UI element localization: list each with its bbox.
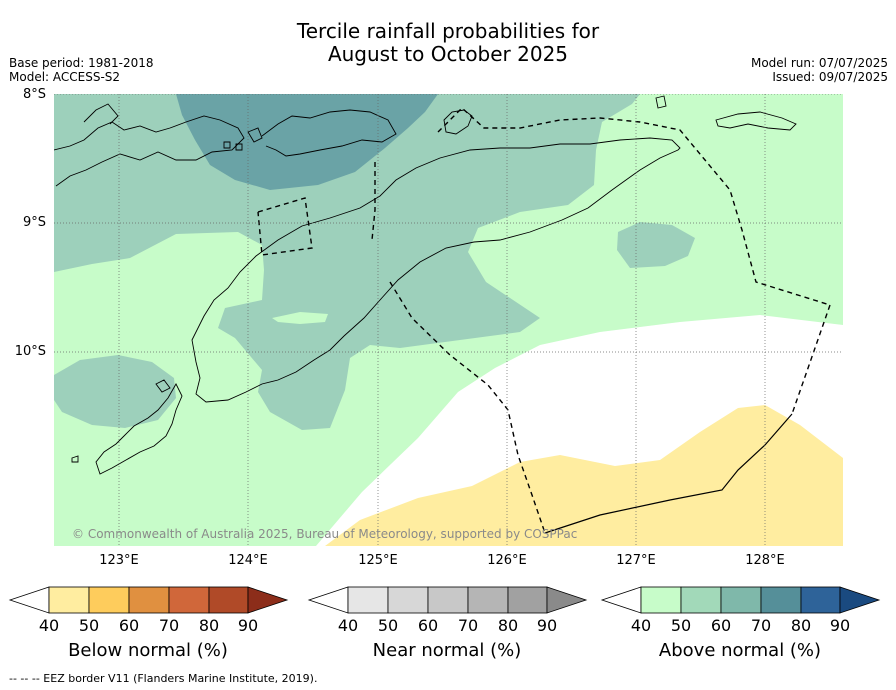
coast-alor-west (247, 127, 263, 143)
coast-alor (261, 109, 397, 157)
eez-east-south (791, 304, 831, 415)
cb-near-tick-90: 90 (536, 616, 558, 635)
lon-label-128e: 128°E (745, 553, 785, 568)
base-period: Base period: 1981-2018 (9, 56, 154, 70)
lon-label-127e: 127°E (616, 553, 656, 568)
coast-flores-north (83, 103, 119, 125)
colorbar-below (8, 586, 289, 614)
cb-above-tick-90: 90 (829, 616, 851, 635)
cb-near-tick-40: 40 (337, 616, 359, 635)
lon-label-125e: 125°E (358, 553, 398, 568)
model-name: Model: ACCESS-S2 (9, 70, 121, 84)
coast-islet-2 (235, 143, 243, 151)
eez-legend-note: -- -- -- EEZ border V11 (Flanders Marine… (9, 672, 318, 685)
title-line-2: August to October 2025 (327, 42, 569, 66)
coastlines (54, 95, 797, 475)
lat-label-10s: 10°S (14, 344, 46, 359)
coast-north-islands (655, 95, 797, 131)
eez-wetar-north (437, 107, 831, 306)
zone-above-60-70 (176, 94, 438, 190)
map-area (54, 94, 843, 546)
cb-above-tick-60: 60 (710, 616, 732, 635)
model-run: Model run: 07/07/2025 (750, 56, 888, 70)
colorbar-near-label: Near normal (%) (372, 640, 522, 661)
cb-above-tick-50: 50 (670, 616, 692, 635)
cb-near-tick-80: 80 (497, 616, 519, 635)
eez-oecusse (371, 162, 376, 241)
lat-label-9s: 9°S (22, 215, 46, 230)
zone-above-50-60-east (617, 222, 695, 268)
eez-timor-west (257, 197, 313, 256)
cb-below-tick-50: 50 (78, 616, 100, 635)
copyright-notice: © Commonwealth of Australia 2025, Bureau… (72, 527, 578, 541)
cb-below-tick-60: 60 (118, 616, 140, 635)
cb-near-tick-70: 70 (457, 616, 479, 635)
coast-sumba (95, 383, 183, 475)
lat-label-8s: 8°S (22, 87, 46, 102)
cb-below-tick-80: 80 (198, 616, 220, 635)
cb-below-tick-90: 90 (237, 616, 259, 635)
cb-above-tick-80: 80 (790, 616, 812, 635)
cb-below-tick-70: 70 (158, 616, 180, 635)
issued-date: Issued: 09/07/2025 (772, 70, 888, 84)
coast-timor (191, 137, 681, 403)
cb-above-tick-40: 40 (630, 616, 652, 635)
zone-above-50-60-north (54, 94, 640, 430)
colorbar-above (600, 586, 881, 614)
meta-left: Base period: 1981-2018 Model: ACCESS-S2 (9, 56, 154, 84)
colorbar-near (307, 586, 588, 614)
lon-label-124e: 124°E (228, 553, 268, 568)
colorbar-below-label: Below normal (%) (68, 640, 228, 661)
coast-islet-1 (223, 141, 231, 149)
zone-below-40-50 (325, 405, 843, 546)
coast-sumba-islets (71, 379, 171, 463)
meta-right: Model run: 07/07/2025 Issued: 09/07/2025 (751, 56, 888, 84)
eez-border (257, 107, 831, 534)
map-title: Tercile rainfall probabilities for Augus… (0, 20, 896, 66)
lon-label-126e: 126°E (487, 553, 527, 568)
cb-near-tick-60: 60 (417, 616, 439, 635)
lon-label-123e: 123°E (99, 553, 139, 568)
zone-above-50-60-southwest (54, 355, 176, 428)
cb-below-tick-40: 40 (38, 616, 60, 635)
cb-above-tick-70: 70 (750, 616, 772, 635)
coast-wetar (443, 109, 473, 135)
title-line-1: Tercile rainfall probabilities for (296, 19, 600, 43)
gridlines (54, 94, 843, 546)
cb-near-tick-50: 50 (377, 616, 399, 635)
colorbar-above-label: Above normal (%) (658, 640, 822, 661)
zone-above-40-50-hole (272, 312, 328, 324)
